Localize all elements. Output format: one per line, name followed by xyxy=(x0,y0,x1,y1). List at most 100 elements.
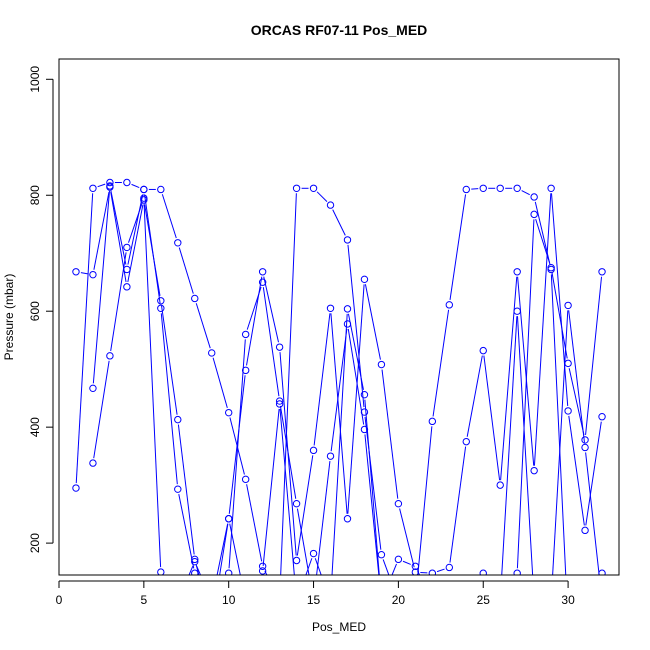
series-segment xyxy=(316,191,328,202)
series-segment xyxy=(160,313,178,485)
data-point xyxy=(547,184,555,192)
series-segment xyxy=(296,508,310,575)
data-point xyxy=(157,297,165,305)
series-segment xyxy=(364,284,381,360)
y-axis-label: Pressure (mbar) xyxy=(2,274,16,361)
series-segment xyxy=(347,284,365,514)
series-segment xyxy=(127,194,144,265)
x-tick-label: 5 xyxy=(141,593,148,607)
series-segment xyxy=(228,339,246,569)
series-segment xyxy=(364,434,380,575)
data-point xyxy=(564,301,572,310)
series-segment xyxy=(93,191,110,270)
data-point xyxy=(224,515,233,523)
series-segment xyxy=(516,316,534,575)
series-segment xyxy=(568,415,585,526)
data-point xyxy=(241,366,250,375)
data-point xyxy=(479,346,487,355)
series-segment xyxy=(161,305,178,415)
series-segment xyxy=(568,368,585,436)
series-segment xyxy=(178,247,194,294)
series-segment xyxy=(347,313,364,390)
series-segment xyxy=(229,523,241,575)
data-point xyxy=(513,569,521,575)
data-point xyxy=(140,185,148,194)
series-segment xyxy=(316,461,331,575)
data-point xyxy=(106,182,114,190)
data-point xyxy=(258,567,267,575)
data-point xyxy=(343,236,352,244)
data-point xyxy=(191,557,199,566)
data-point xyxy=(123,243,131,252)
data-point xyxy=(326,201,335,209)
y-tick-label: 800 xyxy=(28,185,42,205)
data-point xyxy=(224,408,233,417)
y-tick-label: 200 xyxy=(28,533,42,553)
data-point xyxy=(89,384,97,393)
x-tick-label: 0 xyxy=(56,593,63,607)
series-layer xyxy=(72,178,606,575)
x-tick-label: 10 xyxy=(222,593,236,607)
data-point xyxy=(174,239,182,247)
series-segment xyxy=(195,303,211,349)
data-point xyxy=(547,264,555,272)
series-segment xyxy=(128,202,143,243)
series-segment xyxy=(75,193,94,484)
series-4 xyxy=(89,194,600,575)
series-segment xyxy=(535,218,551,264)
data-point xyxy=(157,304,165,313)
series-segment xyxy=(212,357,228,408)
data-point xyxy=(530,193,538,201)
series-segment xyxy=(449,446,467,563)
series-segment xyxy=(279,405,297,499)
series-segment xyxy=(347,328,365,425)
series-segment xyxy=(466,355,483,437)
data-point xyxy=(157,185,165,194)
series-segment xyxy=(131,183,140,189)
data-point xyxy=(292,499,301,508)
data-point xyxy=(72,268,80,276)
series-segment xyxy=(279,408,295,575)
data-point xyxy=(479,569,487,575)
data-point xyxy=(106,352,114,360)
series-segment xyxy=(93,360,110,459)
data-point xyxy=(343,515,352,523)
data-point xyxy=(513,268,521,276)
series-segment xyxy=(402,560,411,565)
data-point xyxy=(564,407,572,415)
series-segment xyxy=(178,493,195,569)
data-point xyxy=(377,360,386,369)
series-segment xyxy=(330,328,348,452)
x-tick-label: 25 xyxy=(477,593,491,607)
series-segment xyxy=(262,287,280,397)
data-point xyxy=(258,562,267,571)
series-segment xyxy=(391,563,397,575)
data-point xyxy=(326,452,335,460)
series-segment xyxy=(483,355,501,481)
series-segment xyxy=(305,558,313,575)
series-3 xyxy=(89,182,606,575)
y-axis: 200 400 600 800 1000 xyxy=(28,66,54,553)
data-point xyxy=(326,304,335,313)
x-axis-label: Pos_MED xyxy=(312,620,366,634)
data-point xyxy=(428,417,437,426)
series-segment xyxy=(501,316,518,575)
data-point xyxy=(241,475,250,484)
series-segment xyxy=(263,276,279,343)
data-point xyxy=(89,184,97,192)
series-segment xyxy=(314,558,322,575)
data-point xyxy=(394,555,403,564)
y-tick-label: 1000 xyxy=(28,66,42,93)
y-tick-label: 400 xyxy=(28,417,42,437)
series-segment xyxy=(382,559,390,575)
data-point xyxy=(174,415,182,424)
series-segment xyxy=(219,523,229,575)
data-point xyxy=(394,499,403,508)
data-point xyxy=(428,569,437,575)
series-segment xyxy=(552,310,569,575)
data-point xyxy=(106,178,114,187)
data-point xyxy=(479,184,487,192)
series-segment xyxy=(246,484,263,562)
data-point xyxy=(411,562,420,571)
